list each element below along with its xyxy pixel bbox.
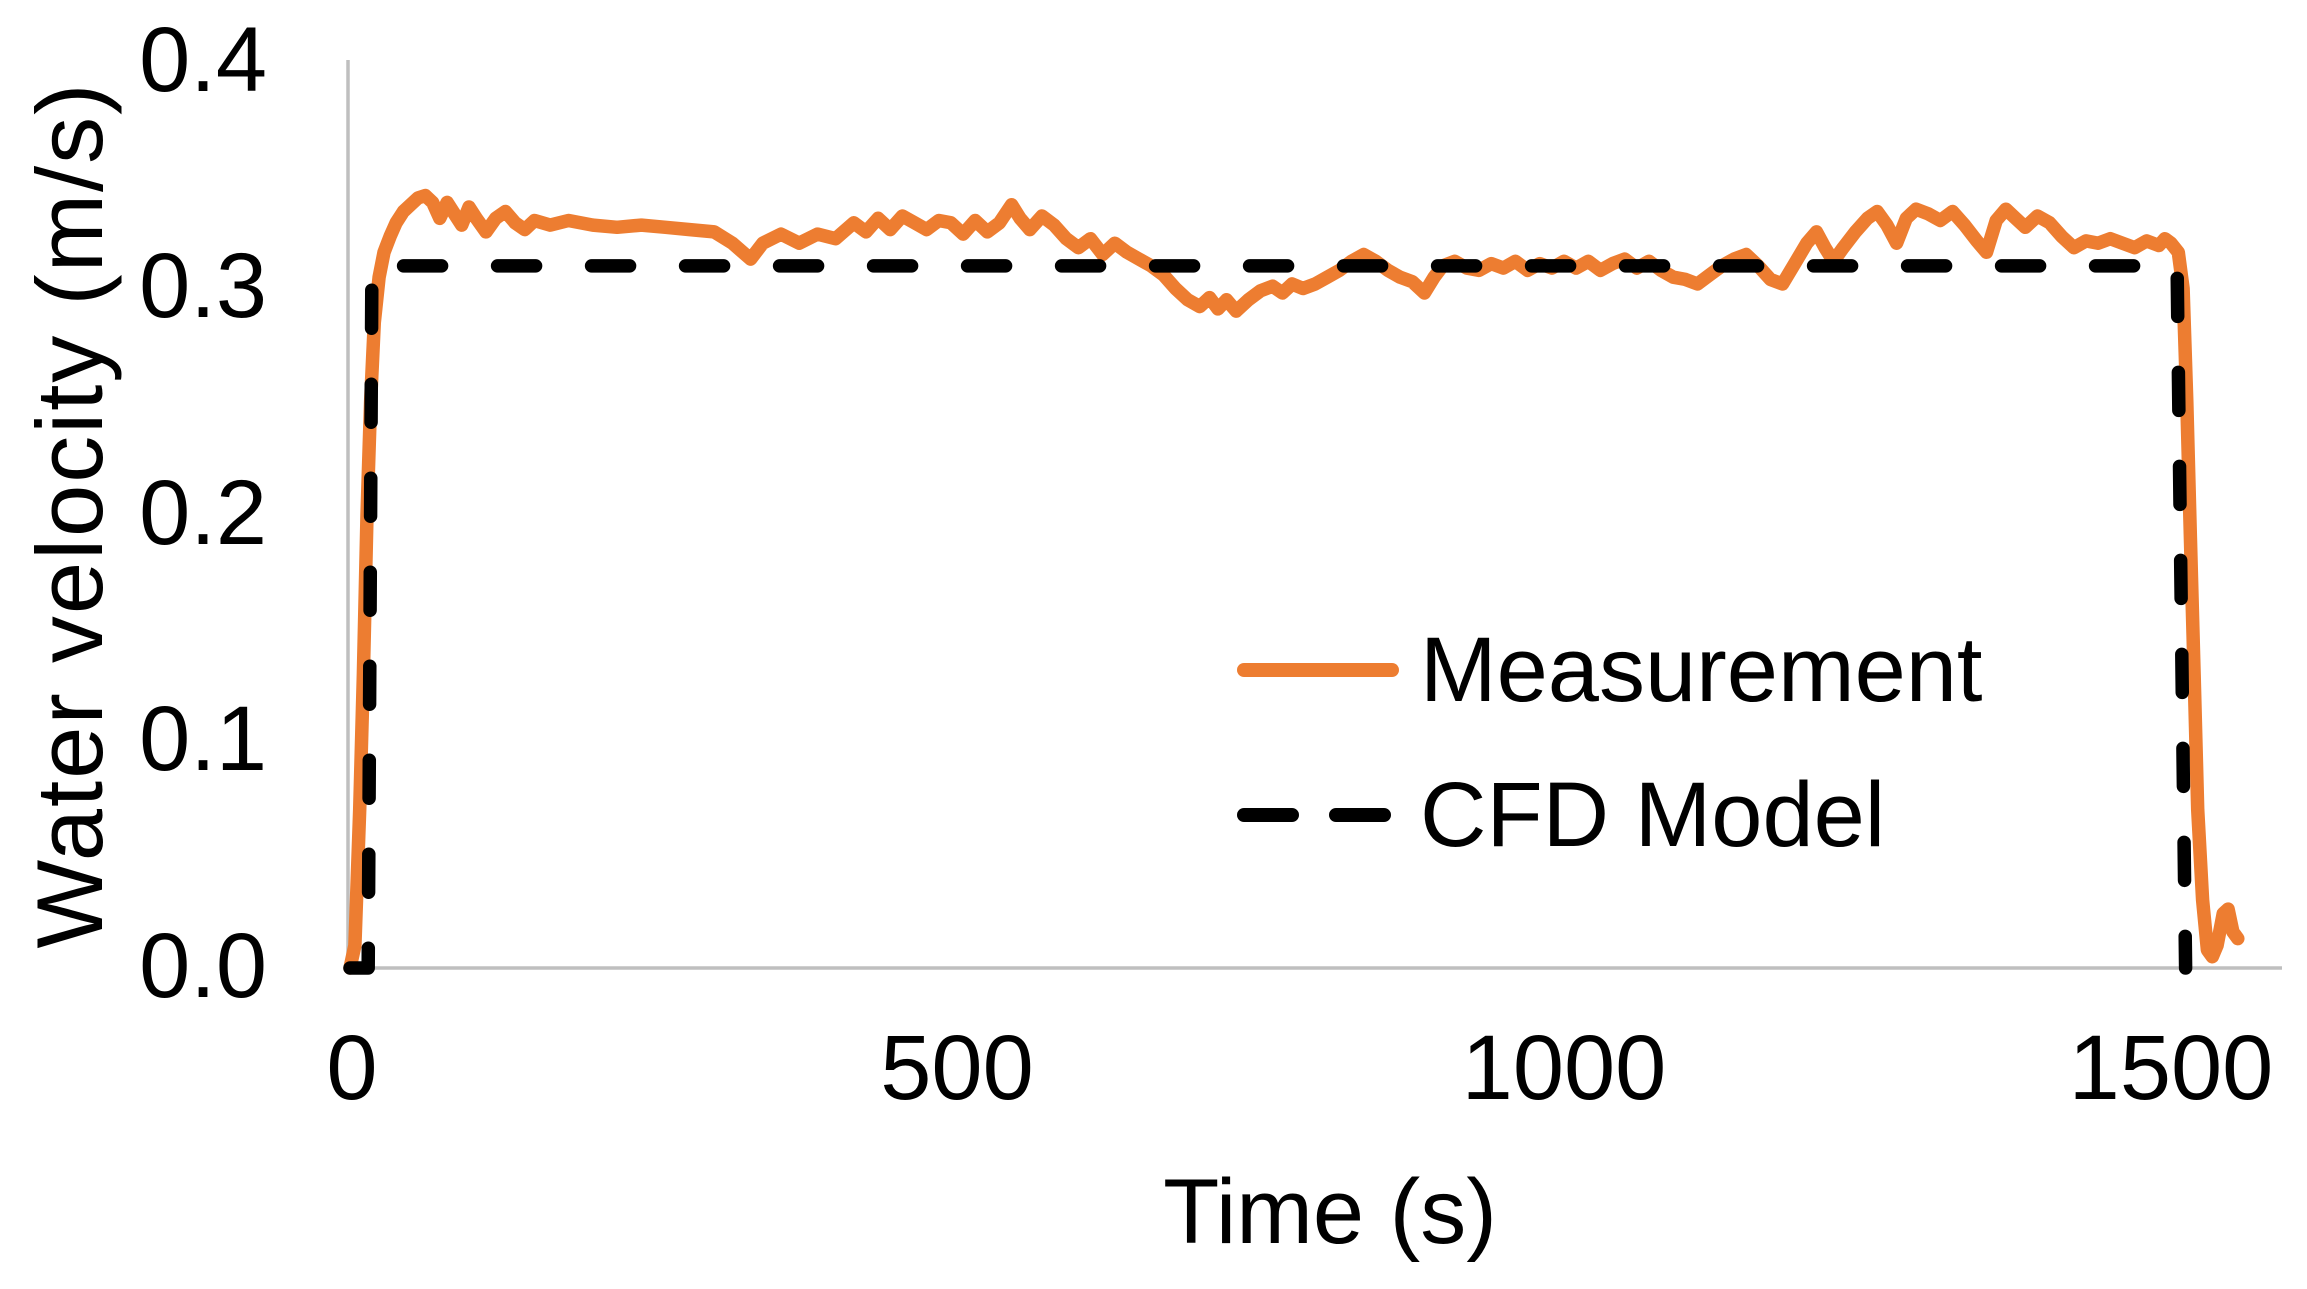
x-tick-1500: 1500 (2068, 1017, 2274, 1119)
y-tick-0.0: 0.0 (139, 915, 267, 1018)
y-axis-title: Water velocity (m/s) (17, 81, 122, 949)
y-tick-0.2: 0.2 (139, 462, 267, 565)
x-tick-0: 0 (326, 1017, 378, 1119)
legend-label-measurement: Measurement (1420, 619, 1983, 721)
legend-item-measurement: Measurement (1236, 624, 1982, 716)
x-axis-title: Time (s) (1163, 1161, 1497, 1263)
legend-item-cfd-model: CFD Model (1236, 769, 1885, 861)
cfd-model-line-swatch (1237, 808, 1399, 822)
y-tick-0.4: 0.4 (139, 9, 267, 112)
x-tick-500: 500 (880, 1017, 1034, 1119)
measurement-line-swatch (1237, 663, 1399, 677)
x-tick-1000: 1000 (1461, 1017, 1667, 1119)
y-tick-0.1: 0.1 (139, 688, 267, 791)
legend-label-cfd-model: CFD Model (1420, 764, 1886, 866)
y-tick-0.3: 0.3 (139, 235, 267, 338)
series-line-cfd-model (343, 259, 2193, 975)
